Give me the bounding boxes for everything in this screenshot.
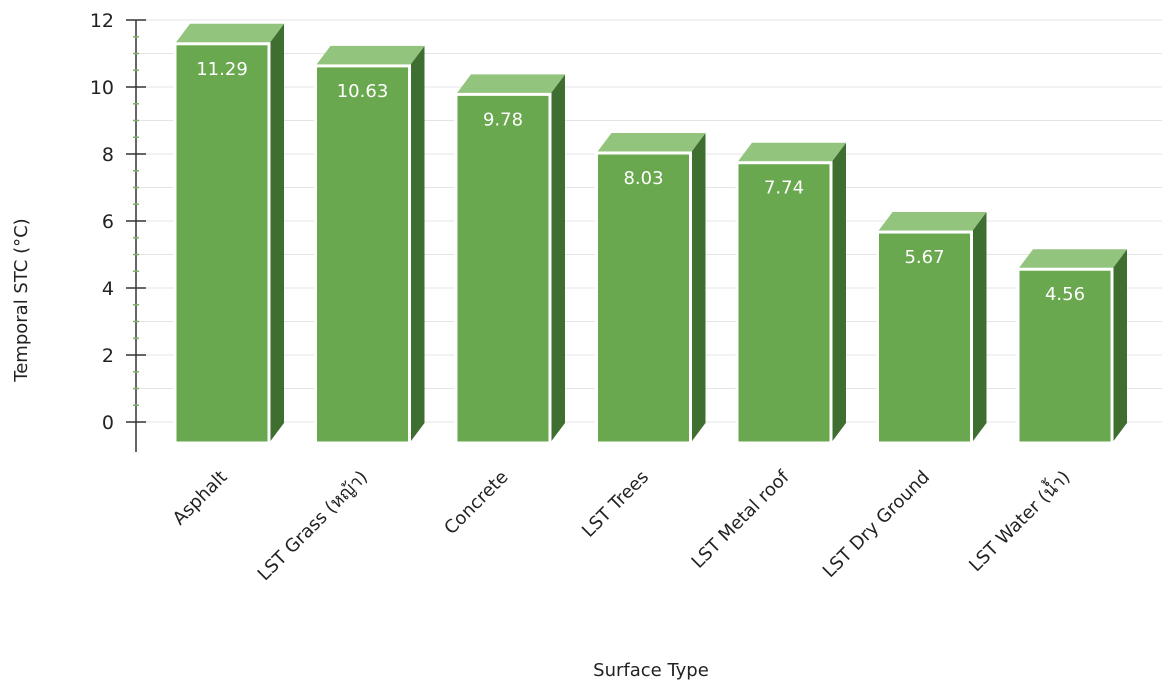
- data-label: 8.03: [623, 168, 663, 189]
- bar-top: [315, 45, 425, 66]
- bar-front: [314, 64, 411, 445]
- category-label: LST Metal roof: [688, 466, 795, 573]
- bar-5: 5.67: [876, 212, 987, 445]
- bar-3: 8.03: [595, 132, 706, 445]
- bar-6: 4.56: [1016, 249, 1127, 445]
- y-tick-label: 4: [102, 278, 114, 300]
- y-tick-label: 2: [102, 345, 114, 367]
- x-axis-categories: Asphalt LST Grass (หญ้า) Concrete LST Trees…: [169, 465, 1075, 585]
- data-label: 5.67: [904, 247, 944, 268]
- y-tick-label: 6: [102, 211, 114, 233]
- category-label: LST Grass (หญ้า): [254, 467, 372, 585]
- bar-side: [409, 45, 425, 444]
- category-label: LST Water (น้ำ): [963, 465, 1074, 576]
- bar-side: [1112, 249, 1127, 443]
- x-axis-title: Surface Type: [593, 660, 709, 681]
- y-tick-label: 12: [90, 10, 114, 32]
- bar-side: [831, 142, 846, 443]
- bar-front: [173, 42, 271, 445]
- bar-front: [1016, 267, 1114, 445]
- bar-front: [876, 230, 973, 445]
- bars: 11.29 10.63 9.78 8.03 7.74 5.67 4.56: [173, 23, 1127, 445]
- y-tick-label: 0: [102, 412, 114, 434]
- bar-top: [1018, 249, 1127, 270]
- bar-top: [175, 23, 284, 44]
- category-label: Asphalt: [169, 467, 232, 530]
- category-label: Concrete: [440, 467, 512, 539]
- bar-0: 11.29: [173, 23, 284, 445]
- bar-front: [595, 151, 692, 445]
- data-label: 7.74: [764, 178, 804, 199]
- bar-side: [690, 132, 706, 443]
- y-tick-label: 8: [102, 144, 114, 166]
- data-label: 11.29: [196, 59, 248, 80]
- bar-side: [971, 212, 987, 443]
- data-label: 9.78: [483, 109, 523, 130]
- category-label: LST Dry Ground: [819, 467, 934, 582]
- bar-top: [877, 212, 987, 233]
- bar-top: [596, 132, 706, 153]
- data-label: 10.63: [337, 81, 389, 102]
- y-tick-label: 10: [90, 77, 114, 99]
- bar-1: 10.63: [314, 45, 425, 445]
- bar-side: [550, 74, 565, 444]
- bar-side: [269, 23, 284, 443]
- y-axis: 0 2 4 6 8 10 12: [90, 10, 146, 452]
- bar-top: [456, 74, 565, 95]
- data-label: 4.56: [1045, 284, 1085, 305]
- bar-front: [454, 92, 552, 445]
- bar-top: [737, 142, 846, 163]
- bar-4: 7.74: [735, 142, 846, 445]
- bar-2: 9.78: [454, 74, 565, 445]
- bar-front: [735, 161, 833, 445]
- category-label: LST Trees: [578, 467, 653, 542]
- y-axis-title: Temporal STC (°C): [11, 218, 32, 382]
